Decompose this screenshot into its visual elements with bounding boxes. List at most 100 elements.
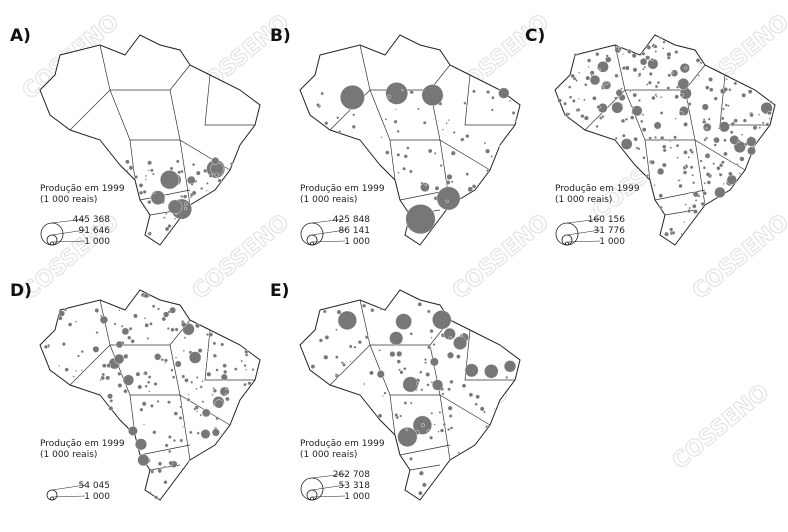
production-dot [688, 206, 692, 210]
production-dot [645, 55, 651, 61]
production-dot [659, 111, 664, 115]
production-dot [142, 189, 147, 194]
production-dot [146, 337, 150, 340]
production-dot [637, 72, 642, 77]
production-dot [423, 357, 427, 361]
legend-leader [51, 484, 86, 491]
production-dot [46, 345, 50, 349]
production-dot [647, 80, 652, 85]
legend-value: 1 000 [84, 492, 110, 502]
production-dot [379, 307, 384, 311]
production-dot [386, 94, 391, 99]
production-dot [61, 342, 66, 347]
production-dot [417, 301, 423, 307]
production-dot [445, 199, 449, 203]
production-dot [206, 349, 210, 352]
production-dot [200, 429, 211, 439]
production-dot [403, 367, 407, 371]
production-dot [567, 112, 571, 116]
production-dot [702, 191, 707, 196]
production-dot [152, 430, 157, 435]
production-dot [449, 426, 454, 430]
production-dot [490, 108, 494, 112]
production-dot [183, 336, 187, 340]
production-dot [702, 166, 707, 170]
production-dot [398, 368, 401, 372]
production-dot [667, 73, 672, 78]
production-dot [147, 169, 150, 172]
production-dot [447, 387, 452, 392]
production-dot [658, 36, 663, 40]
production-dot [679, 92, 684, 98]
production-dot [137, 384, 143, 390]
production-dot [641, 127, 647, 132]
production-dot [723, 87, 729, 92]
production-dot [598, 68, 602, 71]
production-dot [596, 104, 601, 110]
production-dot [728, 159, 732, 163]
production-dot [659, 205, 663, 210]
production-dot [334, 373, 338, 376]
production-dot [747, 89, 753, 94]
production-dot [642, 156, 646, 160]
production-dot [212, 353, 217, 358]
production-dot [199, 385, 203, 389]
legend-circle [46, 234, 58, 246]
production-dot [769, 100, 773, 104]
production-dot [141, 401, 147, 407]
production-dot [157, 468, 162, 474]
production-dot [640, 119, 644, 124]
production-dot [722, 182, 725, 185]
production-dot [693, 209, 698, 215]
production-dot [211, 156, 220, 165]
production-dot [156, 307, 160, 311]
production-dot [118, 309, 121, 312]
production-dot [705, 127, 708, 130]
production-dot [749, 112, 754, 118]
production-dot [611, 101, 624, 114]
production-dot [475, 394, 480, 400]
legend-title: Produção em 1999 [40, 439, 125, 449]
production-dot [195, 376, 199, 379]
production-dot [705, 136, 709, 140]
production-dot [144, 178, 147, 181]
production-dot [107, 393, 113, 400]
production-dot [624, 117, 629, 121]
production-dot [318, 338, 323, 343]
legend-value: 53 318 [339, 481, 371, 491]
production-dot [64, 367, 69, 372]
production-dot [94, 308, 100, 313]
production-dot [206, 332, 210, 337]
production-dot [427, 345, 432, 350]
production-dot [433, 152, 437, 155]
production-dot [224, 393, 228, 396]
production-dot [215, 416, 220, 421]
production-dot [446, 351, 454, 359]
production-dot [151, 172, 155, 176]
production-dot [724, 103, 728, 107]
production-dot [205, 181, 209, 185]
production-dot [654, 93, 658, 97]
production-dot [656, 80, 661, 85]
production-dot [154, 353, 162, 361]
production-dot [557, 98, 562, 103]
production-dot [484, 364, 499, 379]
production-dot [167, 224, 172, 229]
production-dot [692, 181, 696, 185]
production-dot [659, 96, 663, 99]
production-dot [448, 414, 453, 418]
production-dot [708, 77, 714, 82]
production-dot [188, 430, 193, 435]
production-dot [433, 423, 436, 426]
panel-label: C) [525, 26, 545, 46]
production-dot [728, 171, 733, 177]
production-dot [164, 212, 168, 216]
production-dot [467, 186, 474, 192]
production-dot [211, 393, 214, 397]
production-dot [653, 44, 658, 49]
production-dot [187, 393, 190, 396]
production-dot [212, 341, 217, 346]
production-dot [427, 148, 433, 154]
